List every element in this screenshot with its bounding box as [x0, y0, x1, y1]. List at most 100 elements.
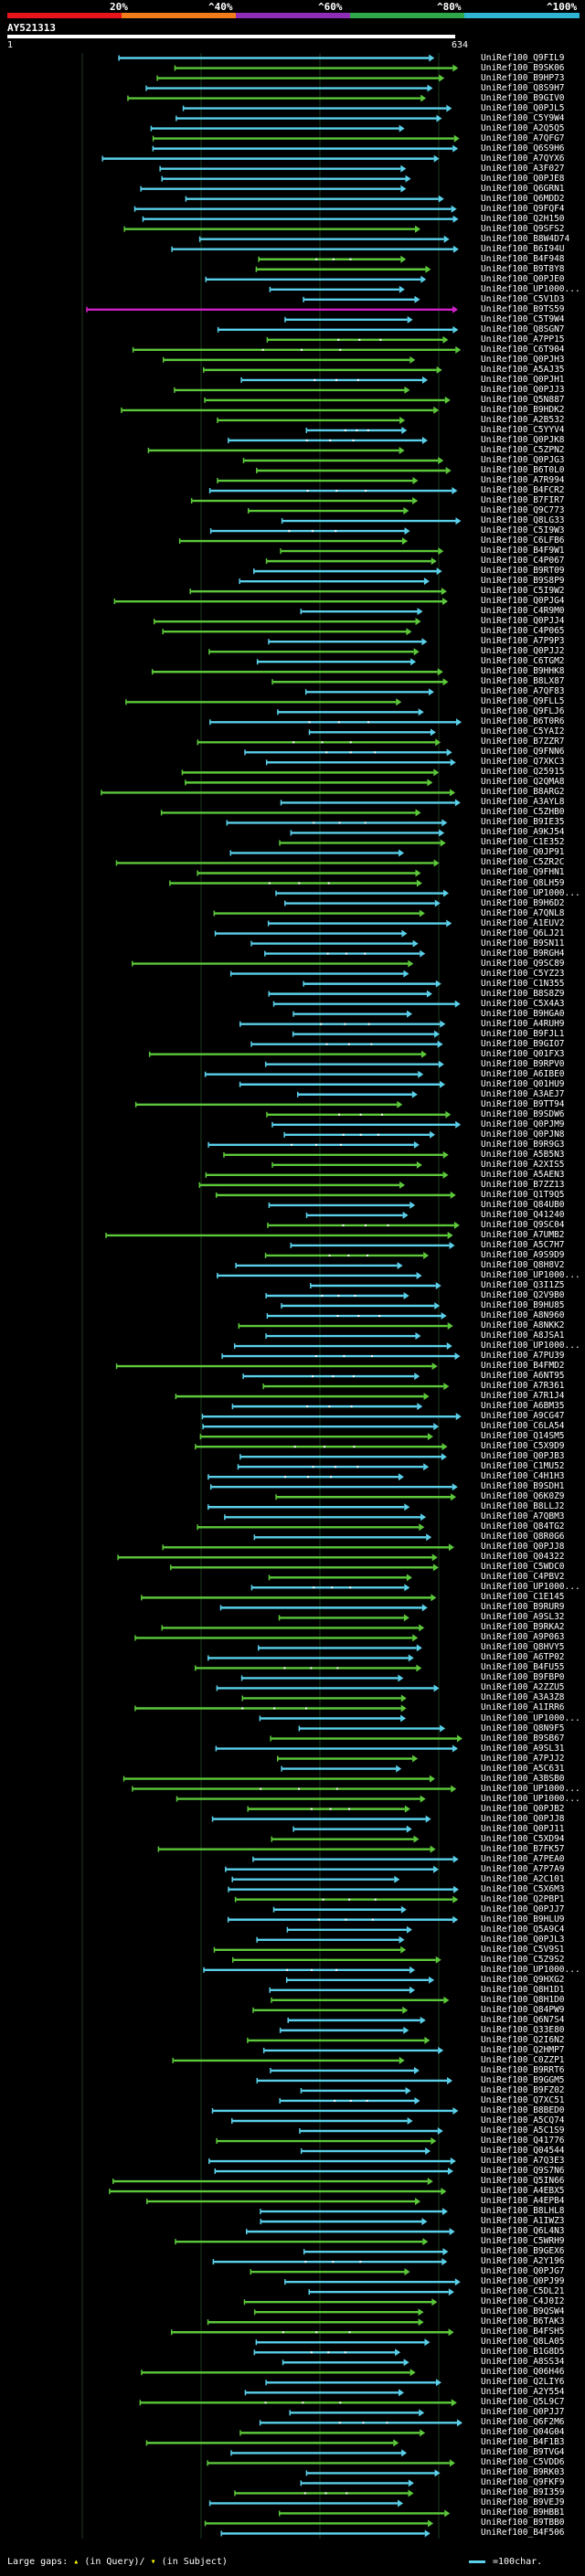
- hit-label[interactable]: UniRef100_A7Q3E3: [481, 2156, 565, 2167]
- hit-label[interactable]: UniRef100_C5T9W4: [481, 313, 565, 324]
- hit-label[interactable]: UniRef100_Q0JP91: [481, 847, 565, 858]
- hit-label[interactable]: UniRef100_A7QNL8: [481, 907, 565, 918]
- hit-label[interactable]: UniRef100_A7P9P3: [481, 636, 565, 647]
- hit-label[interactable]: UniRef100_Q6MDD2: [481, 193, 565, 204]
- hit-label[interactable]: UniRef100_Q06H46: [481, 2367, 565, 2378]
- hit-label[interactable]: UniRef100_B9HGA0: [481, 1008, 565, 1019]
- hit-label[interactable]: UniRef100_B9SB67: [481, 1733, 565, 1744]
- hit-label[interactable]: UniRef100_C1N355: [481, 978, 565, 989]
- hit-label[interactable]: UniRef100_Q6F2M6: [481, 2417, 565, 2428]
- hit-label[interactable]: UniRef100_A7PU39: [481, 1351, 565, 1362]
- hit-label[interactable]: UniRef100_Q8S9H7: [481, 82, 565, 93]
- hit-label[interactable]: UniRef100_Q0PJL3: [481, 1934, 565, 1945]
- hit-label[interactable]: UniRef100_C4PBV2: [481, 1572, 565, 1583]
- hit-label[interactable]: UniRef100_Q9SC04: [481, 1219, 565, 1230]
- hit-label[interactable]: UniRef100_Q8SGN7: [481, 323, 565, 334]
- hit-label[interactable]: UniRef100_A3AYL8: [481, 797, 565, 808]
- hit-label[interactable]: UniRef100_Q5L9C7: [481, 2397, 565, 2408]
- hit-label[interactable]: UniRef100_B8LLJ2: [481, 1501, 565, 1512]
- hit-label[interactable]: UniRef100_B4FU55: [481, 1662, 565, 1673]
- hit-label[interactable]: UniRef100_Q3I1Z5: [481, 1279, 565, 1290]
- hit-label[interactable]: UniRef100_Q9FQF4: [481, 203, 565, 214]
- hit-label[interactable]: UniRef100_C6TGM2: [481, 656, 565, 667]
- hit-label[interactable]: UniRef100_B1G8D5: [481, 2347, 565, 2358]
- hit-label[interactable]: UniRef100_A7R994: [481, 475, 565, 486]
- hit-label[interactable]: UniRef100_B9TT94: [481, 1098, 565, 1109]
- hit-label[interactable]: UniRef100_C4P067: [481, 556, 565, 567]
- hit-label[interactable]: UniRef100_B6I94U: [481, 243, 565, 254]
- hit-label[interactable]: UniRef100_B9SK06: [481, 62, 565, 73]
- hit-label[interactable]: UniRef100_Q5IN66: [481, 2176, 565, 2187]
- hit-label[interactable]: UniRef100_B8LHL8: [481, 2206, 565, 2217]
- hit-label[interactable]: UniRef100_A7R1J4: [481, 1391, 565, 1402]
- hit-label[interactable]: UniRef100_B9FJL1: [481, 1028, 565, 1039]
- hit-label[interactable]: UniRef100_B9RPV0: [481, 1058, 565, 1069]
- hit-label[interactable]: UniRef100_A7PEA0: [481, 1853, 565, 1864]
- hit-label[interactable]: UniRef100_B4FMD2: [481, 1361, 565, 1372]
- hit-label[interactable]: UniRef100_Q0PJE0: [481, 273, 565, 284]
- hit-label[interactable]: UniRef100_B9R9G3: [481, 1139, 565, 1150]
- hit-label[interactable]: UniRef100_A5CQ74: [481, 2115, 565, 2125]
- hit-label[interactable]: UniRef100_B4F1B3: [481, 2437, 565, 2448]
- hit-label[interactable]: UniRef100_A4RUH9: [481, 1018, 565, 1029]
- hit-label[interactable]: UniRef100_C5YAI2: [481, 726, 565, 737]
- hit-label[interactable]: UniRef100_Q04544: [481, 2146, 565, 2157]
- hit-label[interactable]: UniRef100_A1EUV2: [481, 917, 565, 928]
- hit-label[interactable]: UniRef100_A2C101: [481, 1873, 565, 1884]
- hit-label[interactable]: UniRef100_Q6LJ21: [481, 928, 565, 938]
- hit-label[interactable]: UniRef100_A9SL31: [481, 1743, 565, 1754]
- hit-label[interactable]: UniRef100_Q9FHN1: [481, 867, 565, 878]
- hit-label[interactable]: UniRef100_B9H6D2: [481, 897, 565, 908]
- hit-label[interactable]: UniRef100_C5VDD6: [481, 2457, 565, 2468]
- hit-label[interactable]: UniRef100_UP1000...: [481, 1341, 580, 1352]
- hit-label[interactable]: UniRef100_A7R361: [481, 1381, 565, 1392]
- hit-label[interactable]: UniRef100_Q41776: [481, 2136, 565, 2147]
- hit-label[interactable]: UniRef100_C5V9S1: [481, 1944, 565, 1955]
- hit-label[interactable]: UniRef100_Q2HMP7: [481, 2044, 565, 2055]
- hit-label[interactable]: UniRef100_B4F9W1: [481, 546, 565, 557]
- hit-label[interactable]: UniRef100_B4F948: [481, 253, 565, 264]
- hit-label[interactable]: UniRef100_A8NKK2: [481, 1320, 565, 1331]
- hit-label[interactable]: UniRef100_Q8H8V2: [481, 1259, 565, 1270]
- hit-label[interactable]: UniRef100_Q9C773: [481, 505, 565, 516]
- hit-label[interactable]: UniRef100_A5C7H7: [481, 1239, 565, 1250]
- hit-label[interactable]: UniRef100_Q0PJM9: [481, 1118, 565, 1129]
- hit-label[interactable]: UniRef100_Q0PJ99: [481, 2276, 565, 2287]
- hit-label[interactable]: UniRef100_A5AEN3: [481, 1169, 565, 1180]
- hit-label[interactable]: UniRef100_A6TP02: [481, 1652, 565, 1663]
- hit-label[interactable]: UniRef100_B9I359: [481, 2487, 565, 2498]
- hit-label[interactable]: UniRef100_A5C631: [481, 1763, 565, 1774]
- hit-label[interactable]: UniRef100_A2Q5Q5: [481, 122, 565, 133]
- hit-label[interactable]: UniRef100_Q0PJH1: [481, 374, 565, 385]
- hit-label[interactable]: UniRef100_A1IWZ3: [481, 2216, 565, 2227]
- hit-label[interactable]: UniRef100_C5I9W3: [481, 525, 565, 536]
- hit-label[interactable]: UniRef100_UP1000...: [481, 1783, 580, 1794]
- hit-label[interactable]: UniRef100_A7QFG7: [481, 133, 565, 143]
- hit-label[interactable]: UniRef100_Q84UB0: [481, 1199, 565, 1210]
- hit-label[interactable]: UniRef100_B4FCR2: [481, 485, 565, 496]
- hit-label[interactable]: UniRef100_B9GIO7: [481, 1038, 565, 1049]
- hit-label[interactable]: UniRef100_Q0PJJ2: [481, 646, 565, 657]
- hit-label[interactable]: UniRef100_Q0PJB2: [481, 1803, 565, 1814]
- hit-label[interactable]: UniRef100_B9SN11: [481, 938, 565, 949]
- hit-label[interactable]: UniRef100_B9RUR9: [481, 1602, 565, 1613]
- hit-label[interactable]: UniRef100_B8S8Z9: [481, 988, 565, 999]
- hit-label[interactable]: UniRef100_Q01HU9: [481, 1078, 565, 1089]
- hit-label[interactable]: UniRef100_B9TS59: [481, 303, 565, 314]
- hit-label[interactable]: UniRef100_C5YZ23: [481, 968, 565, 979]
- hit-label[interactable]: UniRef100_C5WDC0: [481, 1562, 565, 1573]
- hit-label[interactable]: UniRef100_C5WRH9: [481, 2236, 565, 2247]
- hit-label[interactable]: UniRef100_Q0PJJ7: [481, 2407, 565, 2418]
- hit-label[interactable]: UniRef100_B9HU85: [481, 1300, 565, 1310]
- hit-label[interactable]: UniRef100_Q9FKF9: [481, 2477, 565, 2488]
- hit-label[interactable]: UniRef100_Q6L4N3: [481, 2226, 565, 2237]
- hit-label[interactable]: UniRef100_A3A3Z8: [481, 1692, 565, 1703]
- hit-label[interactable]: UniRef100_Q9FIL9: [481, 52, 565, 63]
- hit-label[interactable]: UniRef100_C5YYV4: [481, 424, 565, 435]
- hit-label[interactable]: UniRef100_Q8N9F5: [481, 1723, 565, 1733]
- hit-label[interactable]: UniRef100_C5DL21: [481, 2286, 565, 2297]
- hit-label[interactable]: UniRef100_Q0PJL5: [481, 102, 565, 113]
- hit-label[interactable]: UniRef100_Q8LA05: [481, 2337, 565, 2348]
- hit-label[interactable]: UniRef100_Q2H150: [481, 213, 565, 224]
- hit-label[interactable]: UniRef100_Q0PJE8: [481, 173, 565, 184]
